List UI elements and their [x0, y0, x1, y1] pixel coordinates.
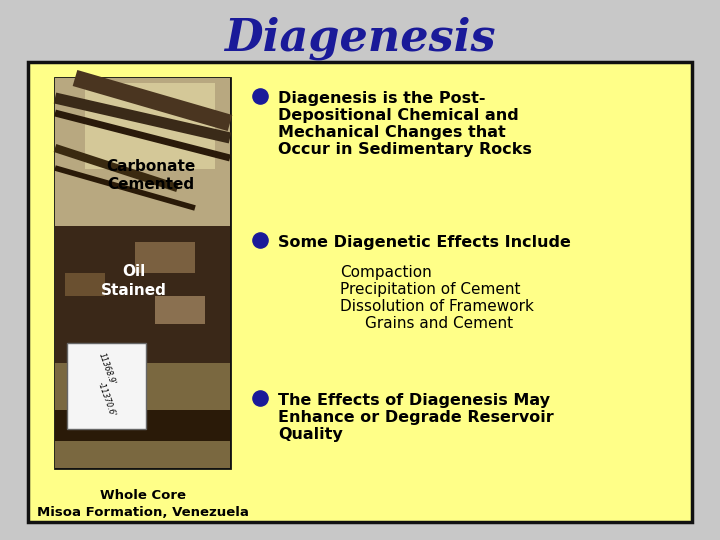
Text: Compaction: Compaction	[340, 265, 432, 280]
Text: Occur in Sedimentary Rocks: Occur in Sedimentary Rocks	[278, 142, 532, 157]
FancyBboxPatch shape	[55, 226, 230, 363]
Point	[254, 92, 266, 100]
FancyBboxPatch shape	[65, 273, 105, 296]
FancyBboxPatch shape	[67, 343, 145, 429]
FancyBboxPatch shape	[28, 62, 692, 522]
Text: Carbonate
Cemented: Carbonate Cemented	[107, 159, 196, 192]
FancyBboxPatch shape	[155, 296, 205, 323]
Point	[254, 235, 266, 244]
Text: Some Diagenetic Effects Include: Some Diagenetic Effects Include	[278, 235, 571, 250]
Text: 11368.9': 11368.9'	[96, 352, 117, 386]
Text: Whole Core
Misoa Formation, Venezuela: Whole Core Misoa Formation, Venezuela	[37, 489, 248, 519]
Text: Mechanical Changes that: Mechanical Changes that	[278, 125, 505, 140]
Text: Diagenesis is the Post-: Diagenesis is the Post-	[278, 91, 485, 106]
Text: Enhance or Degrade Reservoir: Enhance or Degrade Reservoir	[278, 410, 554, 425]
FancyBboxPatch shape	[55, 363, 230, 468]
Text: -11370.6': -11370.6'	[96, 380, 117, 417]
Text: Oil
Stained: Oil Stained	[101, 264, 167, 298]
Text: Dissolution of Framework: Dissolution of Framework	[340, 299, 534, 314]
Text: Depositional Chemical and: Depositional Chemical and	[278, 108, 518, 123]
Text: Grains and Cement: Grains and Cement	[365, 316, 513, 331]
FancyBboxPatch shape	[55, 78, 230, 226]
FancyBboxPatch shape	[85, 83, 215, 169]
Text: The Effects of Diagenesis May: The Effects of Diagenesis May	[278, 393, 550, 408]
FancyBboxPatch shape	[55, 409, 230, 441]
Text: Diagenesis: Diagenesis	[224, 16, 496, 60]
Text: Precipitation of Cement: Precipitation of Cement	[340, 282, 521, 297]
FancyBboxPatch shape	[55, 78, 230, 468]
Text: Quality: Quality	[278, 427, 343, 442]
FancyBboxPatch shape	[135, 242, 195, 273]
Point	[254, 394, 266, 402]
